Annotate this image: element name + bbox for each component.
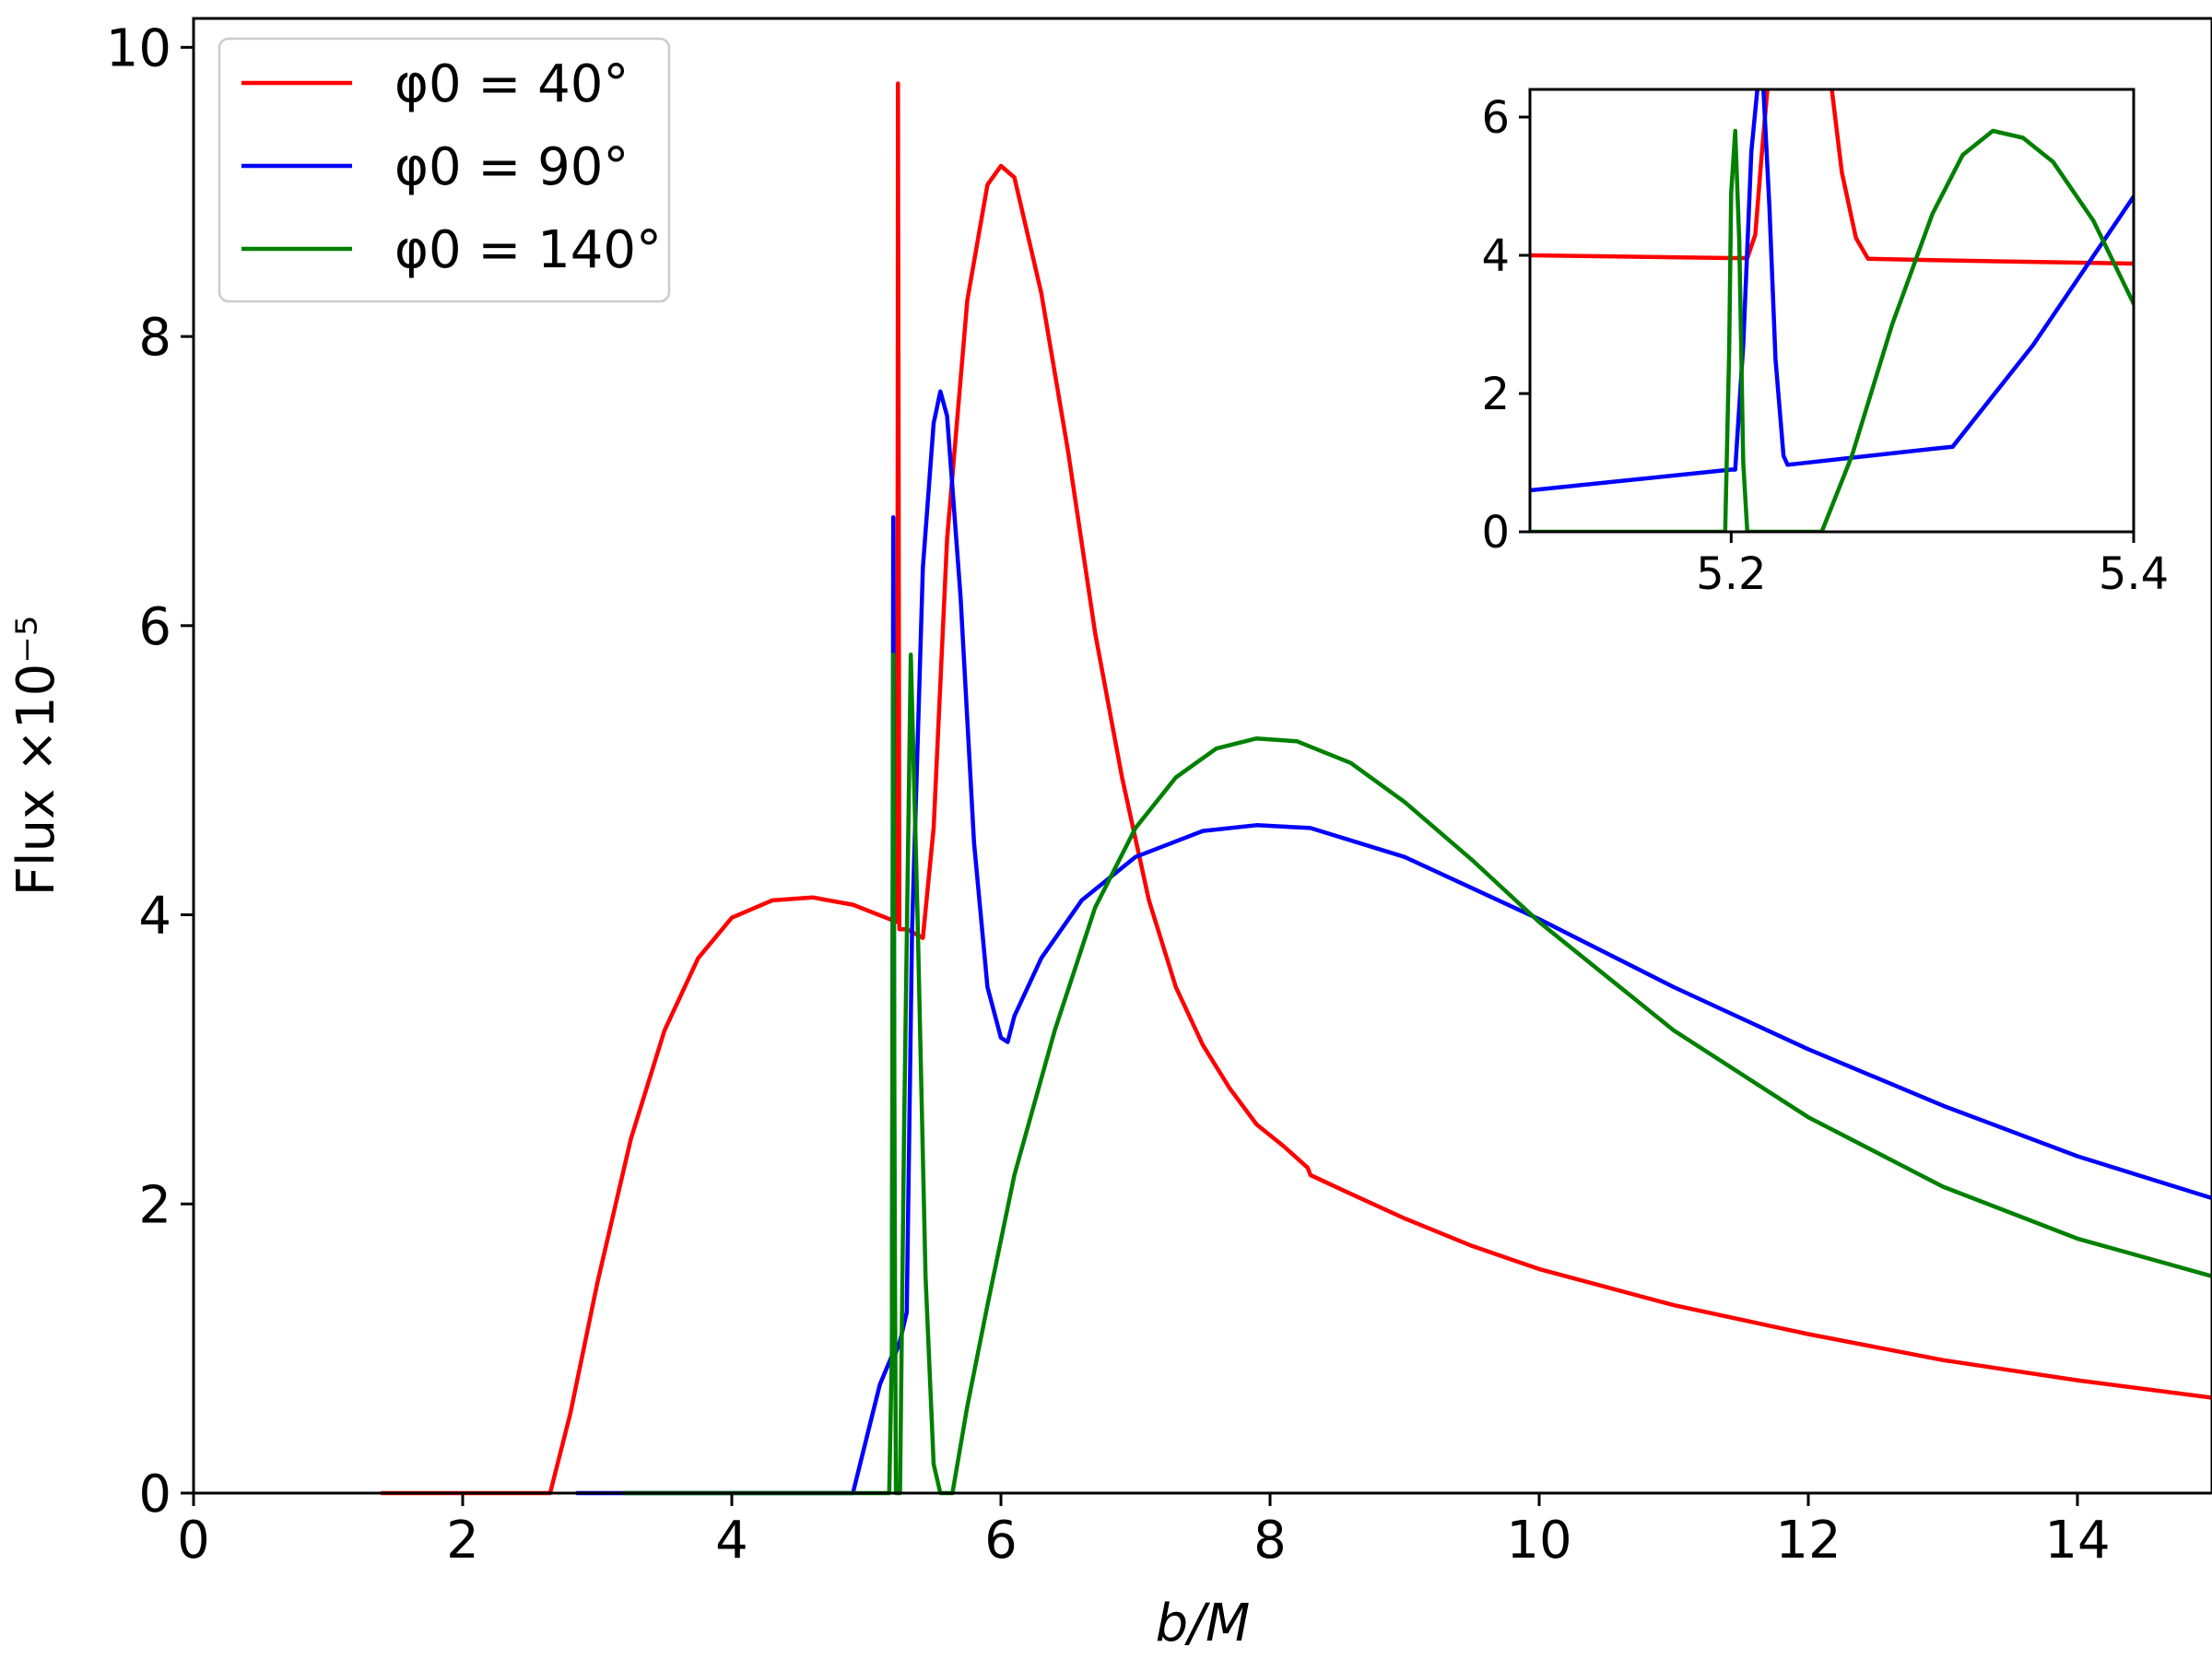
legend: φ0 = 40° φ0 = 90° φ0 = 140°: [218, 37, 671, 303]
y-tick-label: 6: [138, 597, 171, 657]
legend-label-90: φ0 = 90°: [394, 137, 629, 197]
inset-y-axis-ticks: 0 2 4 6: [1481, 92, 1530, 559]
inset-series-line-0-1: [1830, 89, 2134, 266]
inset-series-group: [1530, 89, 2134, 532]
main-y-axis-ticks: 0 2 4 6 8 10: [106, 18, 194, 1524]
inset-series-line-0-0: [1530, 89, 1770, 261]
inset-y-tick-label: 6: [1481, 92, 1510, 144]
legend-box: [218, 37, 671, 303]
inset-x-tick-label: 5.4: [2099, 548, 2169, 600]
x-tick-label: 14: [2044, 1511, 2110, 1571]
x-axis-label: b/M: [1156, 1594, 1251, 1653]
y-axis-label: Flux ×10⁻⁵: [6, 616, 66, 896]
inset-series-line-2-0: [1530, 128, 2134, 532]
x-tick-label: 4: [715, 1511, 748, 1571]
inset-plot-area: 5.2 5.4 0 2 4 6: [1481, 88, 2169, 600]
y-tick-label: 0: [138, 1465, 171, 1524]
inset-x-tick-label: 5.2: [1696, 548, 1766, 600]
y-tick-label: 4: [138, 887, 171, 947]
inset-x-axis-ticks: 5.2 5.4: [1696, 532, 2169, 600]
main-plot-area: 0 2 4 6 8 10 12 14 0 2 4 6 8 10: [106, 17, 2212, 1571]
x-tick-label: 12: [1775, 1511, 1841, 1571]
legend-label-40: φ0 = 40°: [394, 54, 629, 114]
main-plot-frame: [192, 17, 2212, 1495]
main-x-axis-ticks: 0 2 4 6 8 10 12 14: [177, 1493, 2111, 1571]
x-tick-label: 8: [1253, 1511, 1287, 1571]
x-tick-label: 0: [177, 1511, 210, 1571]
inset-series-line-1-1: [1761, 89, 2134, 467]
inset-series-line-1-0: [1530, 89, 1759, 493]
inset-y-tick-label: 2: [1481, 369, 1510, 420]
series-line-0: [380, 81, 2212, 1496]
x-tick-label: 2: [446, 1511, 479, 1571]
y-tick-label: 8: [138, 308, 171, 368]
inset-y-tick-label: 0: [1481, 507, 1510, 559]
y-tick-label: 2: [138, 1175, 171, 1235]
x-tick-label: 6: [984, 1511, 1018, 1571]
inset-frame: [1528, 88, 2136, 534]
inset-y-tick-label: 4: [1481, 230, 1510, 282]
legend-label-140: φ0 = 140°: [394, 220, 662, 280]
y-tick-label: 10: [106, 18, 171, 78]
x-tick-label: 10: [1506, 1511, 1571, 1571]
